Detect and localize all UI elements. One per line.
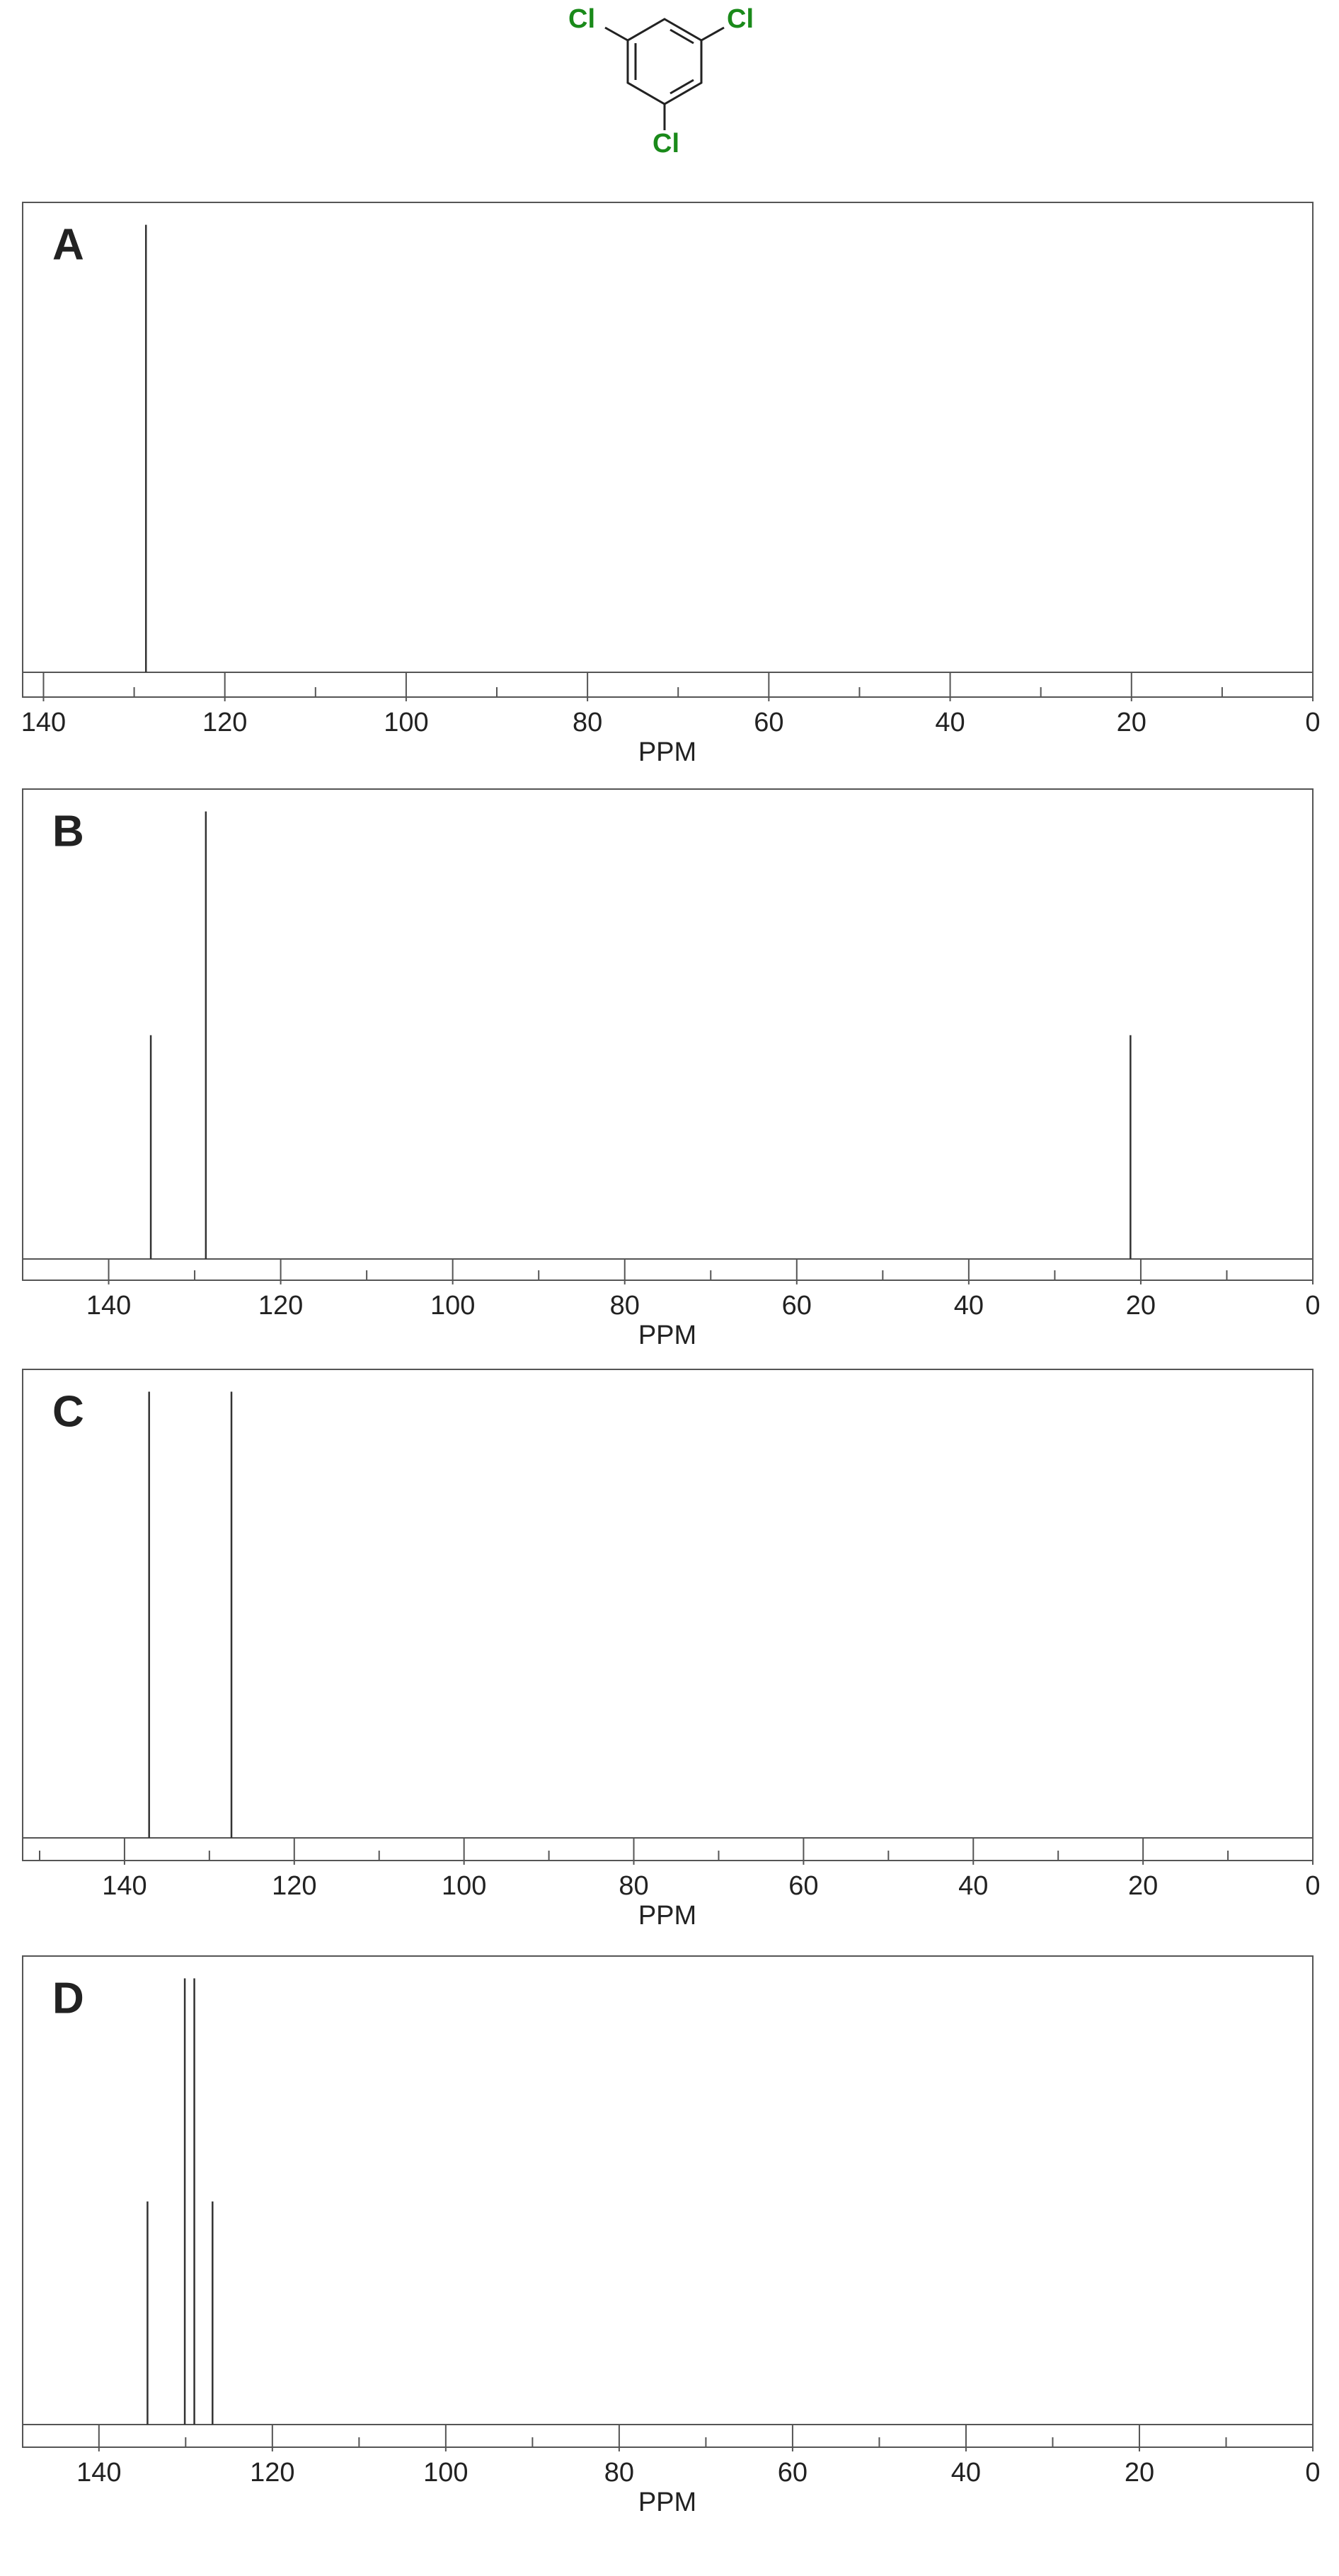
atom-label: Cl: [727, 4, 754, 34]
spectrum-chart: C 140 120 100 80 60 40 20 0 PPM: [22, 1369, 1321, 1931]
x-tick-label: 0: [1305, 708, 1320, 737]
x-tick-label: 140: [21, 708, 66, 737]
x-tick-label: 140: [86, 1291, 131, 1321]
x-tick-label: 20: [1128, 1871, 1158, 1901]
x-tick-label: 60: [788, 1871, 818, 1901]
x-tick-label: 120: [258, 1291, 303, 1321]
x-axis-title: PPM: [638, 1321, 696, 1350]
x-tick-label: 60: [782, 1291, 812, 1321]
x-axis-title: PPM: [638, 737, 696, 767]
atom-label: Cl: [653, 129, 679, 159]
x-tick-label: 120: [272, 1871, 316, 1901]
x-tick-label: 0: [1305, 1871, 1320, 1901]
x-tick-label: 80: [619, 1871, 648, 1901]
plot-frame: [22, 1955, 1314, 2448]
x-tick-label: 80: [604, 2458, 634, 2488]
x-tick-label: 0: [1305, 1291, 1320, 1321]
panel-label: D: [52, 1974, 84, 2023]
plot-frame: [22, 202, 1314, 698]
plot-frame: [22, 788, 1314, 1281]
x-tick-label: 100: [442, 1871, 486, 1901]
spectrum-chart: A 140 120 100 80 60 40 20 0 PPM: [21, 202, 1321, 767]
x-tick-label: 100: [423, 2458, 468, 2488]
double-bond: [670, 28, 694, 45]
x-tick-label: 20: [1126, 1291, 1156, 1321]
double-bond: [670, 79, 694, 95]
panel-label: B: [52, 807, 84, 856]
atom-label: Cl: [568, 4, 595, 34]
benzene-ring: [626, 18, 703, 105]
x-tick-label: 40: [951, 2458, 981, 2488]
x-tick-label: 140: [102, 1871, 146, 1901]
bond: [604, 26, 628, 42]
x-axis-title: PPM: [638, 1901, 696, 1931]
molecule: [604, 18, 725, 130]
x-tick-label: 20: [1125, 2458, 1154, 2488]
x-tick-label: 100: [430, 1291, 475, 1321]
spectrum-chart: B 140 120 100 80 60 40 20 0 PPM: [22, 788, 1321, 1350]
x-tick-label: 60: [754, 708, 783, 737]
x-axis-title: PPM: [638, 2488, 696, 2517]
x-tick-label: 120: [202, 708, 247, 737]
panel-label: A: [52, 220, 84, 269]
spectrum-chart: D 140 120 100 80 60 40 20 0 PPM: [22, 1955, 1321, 2517]
x-tick-label: 0: [1305, 2458, 1320, 2488]
x-tick-label: 80: [610, 1291, 640, 1321]
panel-label: C: [52, 1387, 84, 1436]
x-tick-label: 40: [958, 1871, 988, 1901]
x-tick-label: 40: [954, 1291, 984, 1321]
bond: [701, 26, 725, 42]
x-tick-label: 20: [1117, 708, 1147, 737]
x-tick-label: 100: [384, 708, 428, 737]
x-tick-label: 40: [935, 708, 965, 737]
x-tick-label: 60: [778, 2458, 808, 2488]
x-tick-label: 120: [250, 2458, 294, 2488]
plot-frame: [22, 1369, 1314, 1861]
x-tick-label: 140: [76, 2458, 121, 2488]
x-tick-label: 80: [573, 708, 602, 737]
